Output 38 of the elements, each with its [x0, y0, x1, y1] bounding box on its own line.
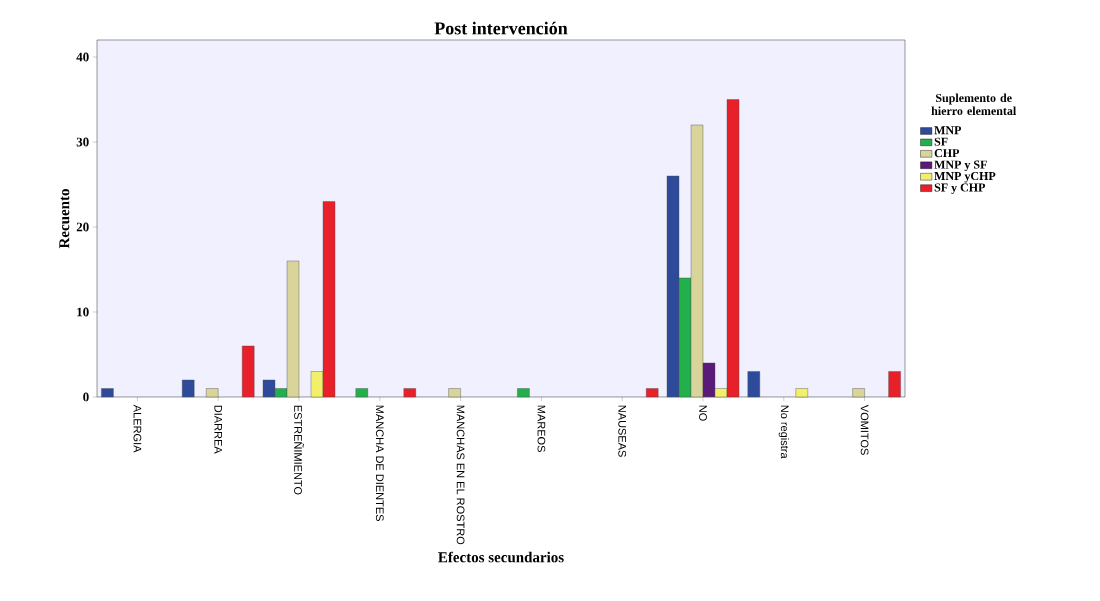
x-tick-label: ALERGIA [133, 404, 142, 453]
y-tick-label: 40 [76, 52, 89, 62]
x-tick-label: VOMITOS [860, 404, 869, 455]
legend-title: Suplemento de hierro elemental [931, 93, 1017, 115]
x-tick-label: No registra [778, 405, 789, 459]
x-tick-label: NO [699, 405, 707, 421]
y-tick-label: 20 [76, 222, 89, 232]
bar [182, 379, 195, 398]
legend-label: MNP yCHP [934, 171, 996, 183]
bar [101, 388, 114, 398]
bar [852, 388, 865, 398]
bar [448, 388, 461, 398]
bar [646, 388, 659, 398]
y-tick-label: 10 [77, 307, 89, 317]
bar [747, 371, 760, 398]
legend-label: MNP [934, 126, 962, 135]
legend-label: CHP [934, 149, 960, 158]
y-axis-title: Recuento [59, 189, 70, 249]
bar [242, 345, 255, 398]
bar [795, 388, 808, 398]
bar [888, 371, 901, 398]
x-tick-label: NAUSEAS [618, 405, 627, 457]
bar [403, 388, 417, 398]
x-tick-label: MAREOS [537, 405, 546, 452]
x-tick-label: ESTREÑIMIENTO [294, 405, 304, 495]
y-tick-label: 0 [83, 392, 89, 402]
x-tick-label: MANCHA DE DIENTES [375, 405, 384, 521]
y-tick-label: 30 [76, 137, 89, 147]
chart-title: Post intervención [434, 21, 568, 35]
legend-label: SF [934, 137, 948, 146]
bar [206, 388, 219, 398]
bar [355, 388, 369, 398]
bar [517, 388, 530, 398]
legend-label: SF y CHP [934, 183, 986, 194]
x-axis-title: Efectos secundarios [438, 551, 564, 563]
x-tick-label: DIARREA [214, 405, 222, 454]
legend-label: MNP y SF [934, 160, 987, 172]
x-tick-label: MANCHAS EN EL ROSTRO [456, 405, 465, 545]
